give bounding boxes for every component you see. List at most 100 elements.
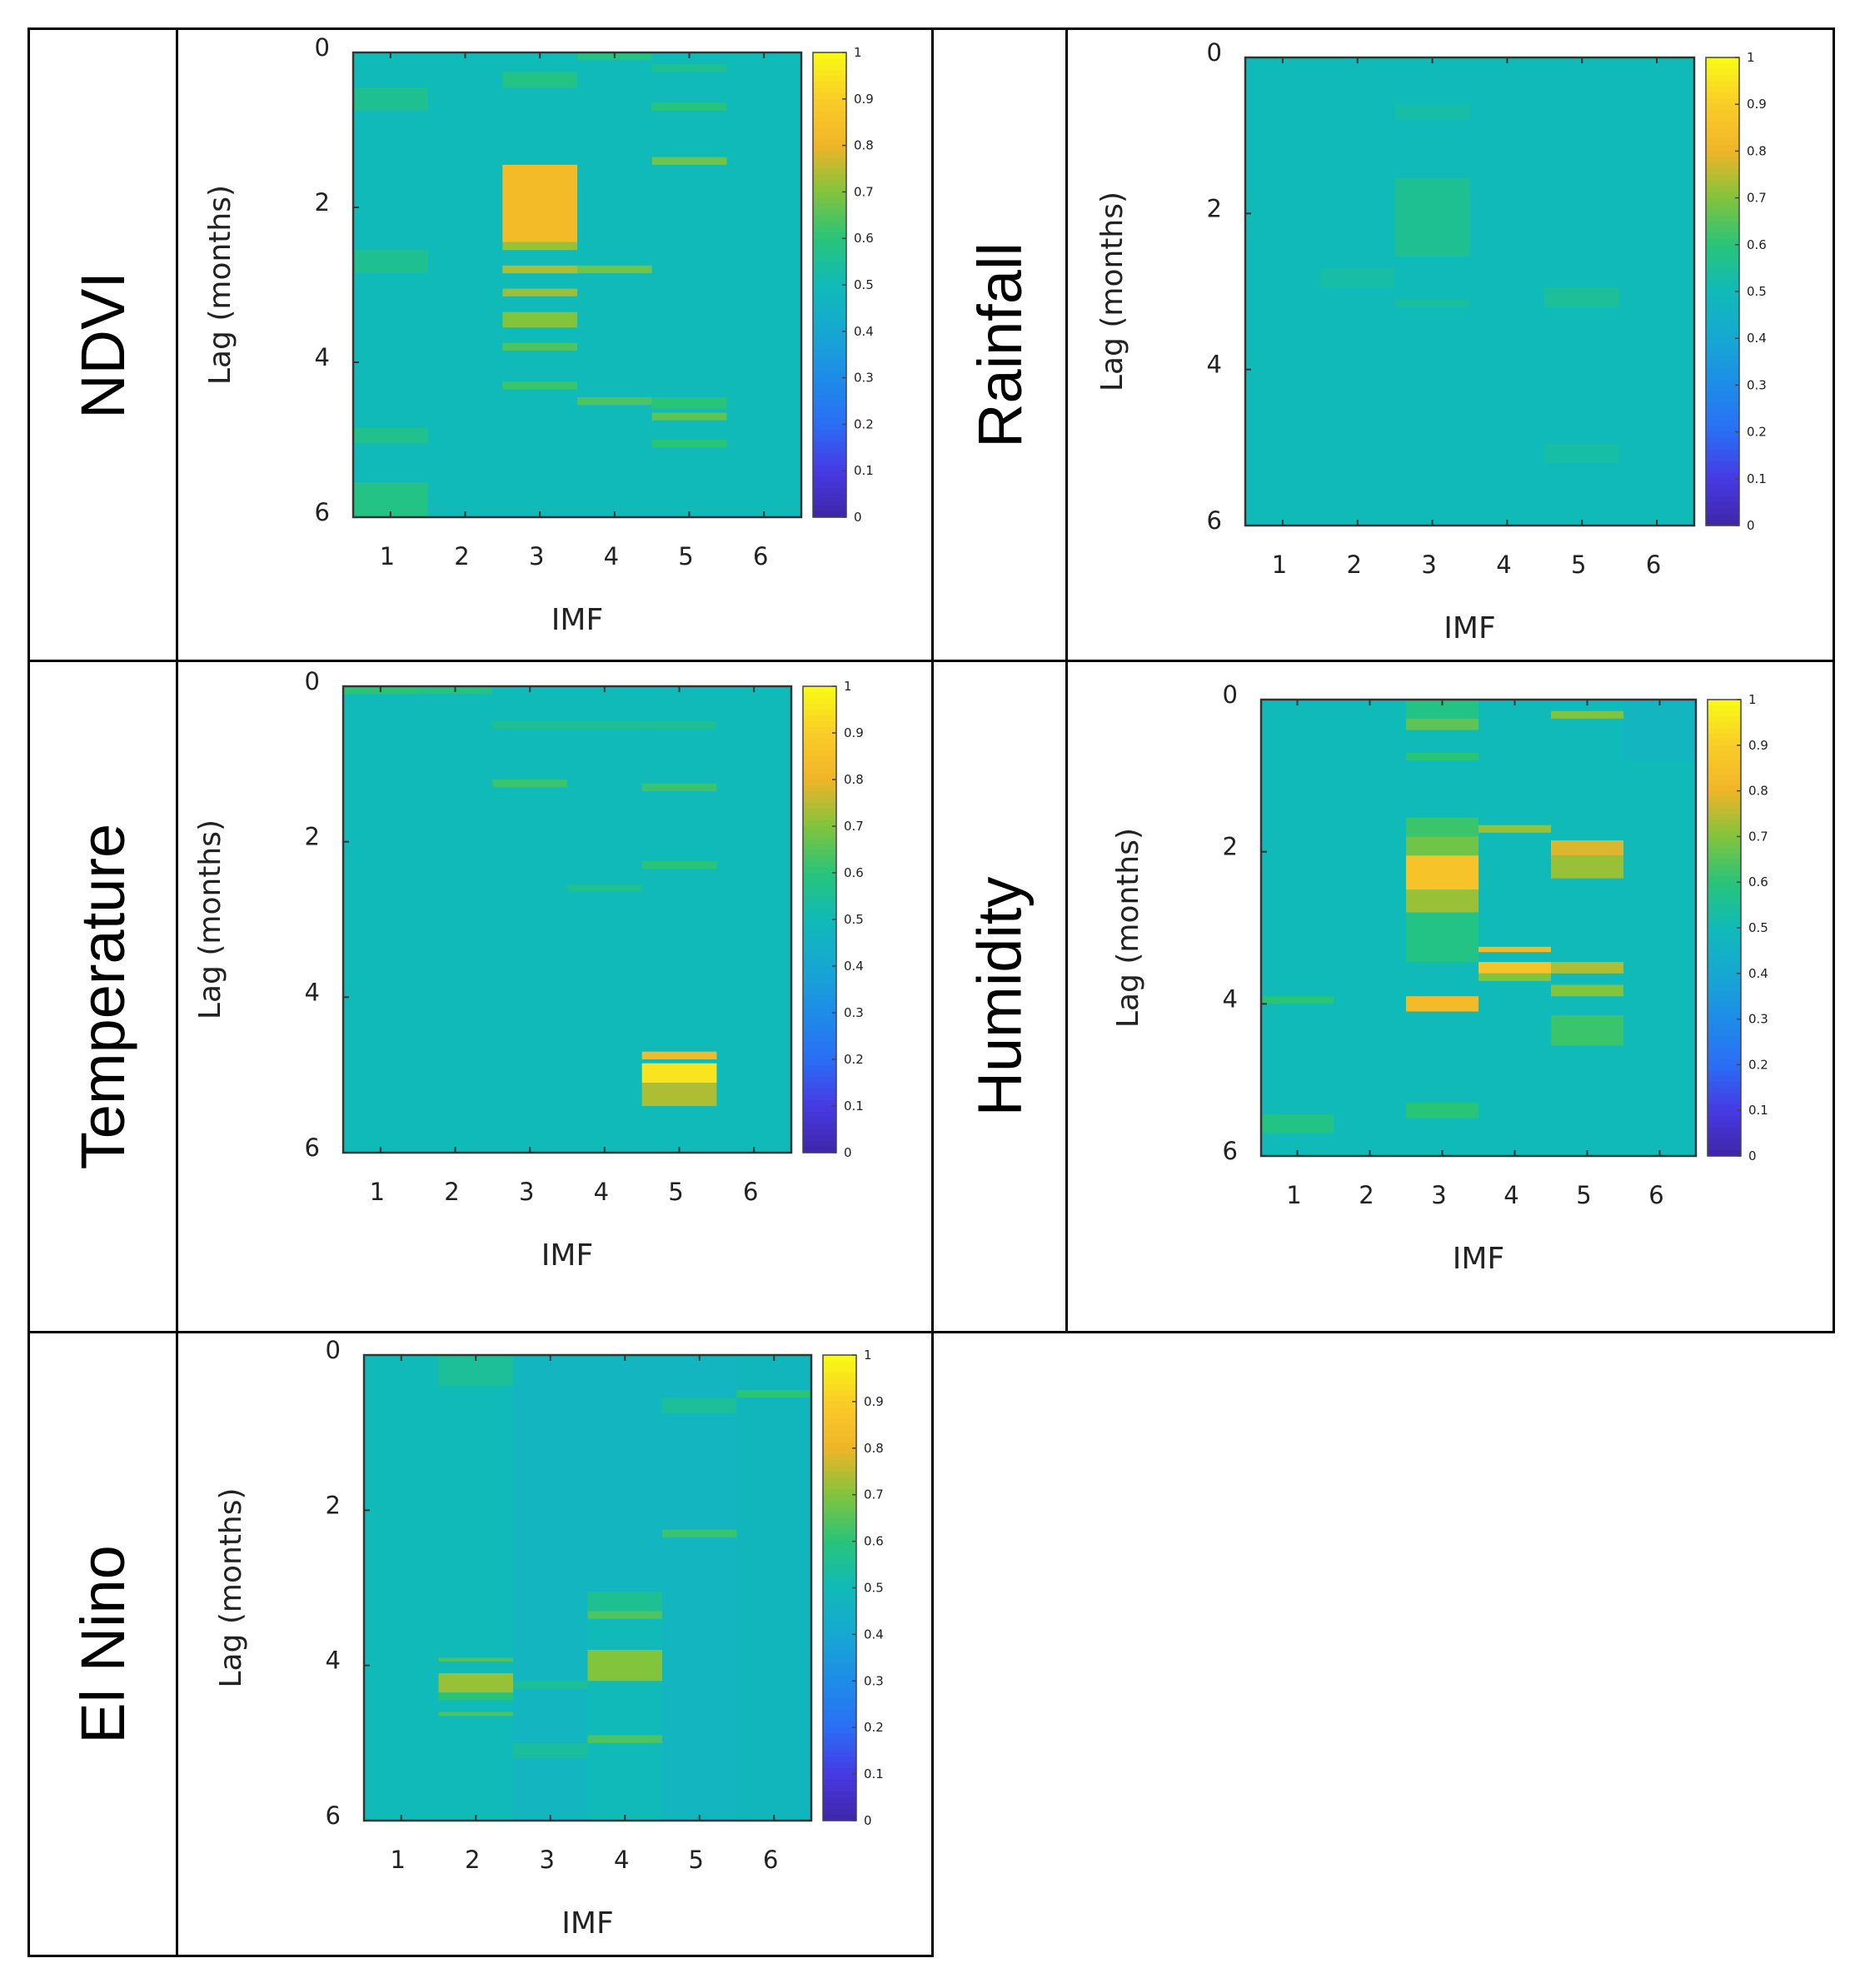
colorbar-segment bbox=[1706, 267, 1739, 275]
colorbar-segment bbox=[823, 1383, 856, 1391]
heatmap-cell bbox=[1394, 104, 1470, 120]
colorbar-segment bbox=[823, 1430, 856, 1437]
colorbar-segment bbox=[813, 139, 846, 147]
colorbar-segment bbox=[1706, 461, 1739, 468]
colorbar-segment bbox=[813, 424, 846, 431]
colorbar-segment bbox=[823, 1389, 856, 1397]
heatmap-cell bbox=[587, 1592, 662, 1612]
colorbar-segment bbox=[803, 914, 836, 920]
colorbar-tick-label: 0.7 bbox=[1748, 829, 1768, 844]
colorbar-segment bbox=[1706, 350, 1739, 356]
colorbar-segment bbox=[823, 1803, 856, 1810]
plot-frame bbox=[1244, 56, 1696, 527]
colorbar-tick-label: 0.7 bbox=[1747, 191, 1767, 206]
colorbar-segment bbox=[813, 301, 846, 309]
colorbar-segment bbox=[803, 884, 836, 891]
colorbar-segment bbox=[803, 698, 836, 705]
heatmap-cell bbox=[1406, 817, 1479, 837]
colorbar-segment bbox=[1706, 116, 1739, 122]
colorbar-segment bbox=[803, 715, 836, 722]
colorbar-segment bbox=[1708, 808, 1741, 815]
colorbar-segment bbox=[1706, 279, 1739, 286]
colorbar-segment bbox=[813, 325, 846, 332]
colorbar-segment bbox=[813, 319, 846, 326]
colorbar-segment bbox=[803, 721, 836, 728]
heatmap-cell bbox=[1406, 996, 1479, 1012]
heatmap-cell bbox=[587, 1611, 662, 1619]
colorbar-segment bbox=[1706, 285, 1739, 292]
colorbar-segment bbox=[803, 966, 836, 973]
y-tick-label: 2 bbox=[1207, 194, 1222, 222]
colorbar-segment bbox=[823, 1547, 856, 1554]
colorbar-segment bbox=[823, 1721, 856, 1728]
heatmap-cell bbox=[1544, 287, 1620, 307]
colorbar-tick-label: 1 bbox=[854, 45, 862, 60]
colorbar-segment bbox=[813, 104, 846, 112]
colorbar-segment bbox=[803, 1036, 836, 1043]
colorbar-tick-label: 0.7 bbox=[864, 1487, 884, 1502]
colorbar-segment bbox=[1706, 145, 1739, 152]
colorbar-segment bbox=[1708, 1150, 1741, 1157]
colorbar-tick-label: 0.4 bbox=[854, 324, 874, 339]
colorbar-tick-label: 0 bbox=[854, 510, 862, 525]
colorbar-segment bbox=[1708, 739, 1741, 746]
colorbar-segment bbox=[803, 931, 836, 938]
colorbar-segment bbox=[823, 1657, 856, 1664]
colorbar-segment bbox=[813, 110, 846, 117]
colorbar-segment bbox=[1706, 57, 1739, 64]
plot-frame bbox=[1259, 698, 1698, 1158]
colorbar-segment bbox=[813, 331, 846, 338]
colorbar-tick-label: 0.7 bbox=[854, 184, 874, 199]
x-tick-label: 2 bbox=[1359, 1181, 1374, 1209]
colorbar-segment bbox=[803, 1089, 836, 1095]
colorbar-segment bbox=[1706, 367, 1739, 374]
heatmap-cell bbox=[502, 164, 577, 242]
colorbar-segment bbox=[803, 937, 836, 944]
colorbar-tick-label: 0.3 bbox=[864, 1673, 884, 1688]
y-tick-label: 2 bbox=[305, 823, 320, 851]
colorbar-segment bbox=[813, 98, 846, 106]
colorbar-tick-label: 0.5 bbox=[1748, 920, 1768, 935]
x-tick-label: 4 bbox=[1496, 551, 1511, 579]
x-axis-label: IMF bbox=[541, 1238, 593, 1273]
colorbar-tick-label: 0.1 bbox=[864, 1766, 884, 1781]
heatmap-cell bbox=[587, 1735, 662, 1743]
colorbar-segment bbox=[823, 1459, 856, 1467]
colorbar-segment bbox=[1708, 814, 1741, 820]
y-axis-label: Lag (months) bbox=[1111, 828, 1145, 1028]
colorbar-tick-label: 0.6 bbox=[864, 1534, 884, 1549]
colorbar-segment bbox=[1708, 774, 1741, 780]
colorbar-segment bbox=[823, 1733, 856, 1740]
colorbar-segment bbox=[813, 221, 846, 227]
colorbar-segment bbox=[1708, 1070, 1741, 1077]
heatmap-cell bbox=[1551, 1015, 1623, 1046]
colorbar-segment bbox=[803, 815, 836, 821]
colorbar-segment bbox=[1708, 984, 1741, 991]
x-tick-label: 5 bbox=[1576, 1181, 1591, 1209]
colorbar-segment bbox=[803, 1124, 836, 1130]
colorbar-segment bbox=[1706, 221, 1739, 228]
colorbar-segment bbox=[1708, 888, 1741, 894]
colorbar-segment bbox=[813, 69, 846, 77]
colorbar-segment bbox=[1708, 859, 1741, 866]
colorbar-segment bbox=[813, 354, 846, 361]
colorbar-segment bbox=[803, 1077, 836, 1084]
colorbar-segment bbox=[1706, 326, 1739, 333]
colorbar-segment bbox=[1708, 779, 1741, 786]
colorbar-tick-label: 0.3 bbox=[854, 371, 874, 386]
colorbar-segment bbox=[813, 250, 846, 257]
colorbar-segment bbox=[803, 850, 836, 856]
colorbar-segment bbox=[1706, 507, 1739, 515]
colorbar-segment bbox=[803, 954, 836, 961]
y-tick-label: 6 bbox=[1223, 1137, 1238, 1165]
heatmap-cell bbox=[567, 721, 642, 730]
colorbar-segment bbox=[1706, 315, 1739, 321]
colorbar-segment bbox=[803, 1083, 836, 1089]
colorbar-segment bbox=[813, 174, 846, 182]
colorbar-segment bbox=[1708, 722, 1741, 729]
colorbar-segment bbox=[1708, 882, 1741, 889]
colorbar-segment bbox=[1706, 122, 1739, 128]
colorbar-segment bbox=[1706, 92, 1739, 99]
colorbar-segment bbox=[1706, 192, 1739, 199]
